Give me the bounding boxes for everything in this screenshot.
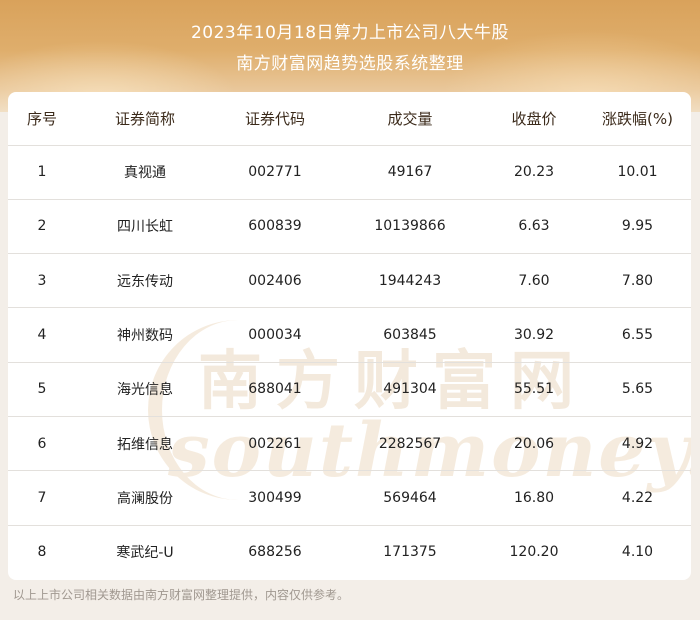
cell-name: 拓维信息 — [76, 416, 214, 472]
table-row: 3 远东传动 002406 1944243 7.60 7.80 — [8, 253, 691, 309]
cell-change: 7.80 — [584, 253, 691, 309]
cell-volume: 10139866 — [336, 199, 484, 255]
cell-index: 7 — [8, 470, 76, 526]
cell-index: 5 — [8, 362, 76, 417]
cell-close: 30.92 — [484, 307, 584, 363]
cell-volume: 569464 — [336, 470, 484, 526]
cell-close: 20.23 — [484, 145, 584, 200]
cell-code: 688041 — [214, 362, 336, 417]
cell-name: 真视通 — [76, 145, 214, 200]
table-row: 2 四川长虹 600839 10139866 6.63 9.95 — [8, 199, 691, 255]
col-header-change: 涨跌幅(%) — [584, 92, 691, 146]
cell-change: 9.95 — [584, 199, 691, 255]
cell-volume: 603845 — [336, 307, 484, 363]
cell-name: 海光信息 — [76, 362, 214, 417]
cell-volume: 2282567 — [336, 416, 484, 472]
cell-code: 300499 — [214, 470, 336, 526]
cell-change: 5.65 — [584, 362, 691, 417]
cell-change: 4.22 — [584, 470, 691, 526]
cell-change: 10.01 — [584, 145, 691, 200]
cell-change: 6.55 — [584, 307, 691, 363]
cell-index: 8 — [37, 544, 47, 561]
cell-name: 远东传动 — [76, 253, 214, 309]
col-header-code: 证券代码 — [214, 92, 336, 146]
cell-code: 002771 — [214, 145, 336, 200]
cell-code: 688256 — [248, 544, 302, 561]
footer-note: 以上上市公司相关数据由南方财富网整理提供，内容仅供参考。 — [13, 588, 350, 602]
cell-index: 4 — [8, 307, 76, 363]
cell-volume: 49167 — [336, 145, 484, 200]
page-title: 2023年10月18日算力上市公司八大牛股 — [190, 23, 510, 43]
cell-code: 600839 — [214, 199, 336, 255]
cell-name: 高澜股份 — [76, 470, 214, 526]
stock-table: 序号 证券简称 证券代码 成交量 收盘价 涨跌幅(%) 1 真视通 002771 49… — [8, 92, 691, 579]
cell-change: 4.92 — [584, 416, 691, 472]
col-header-volume: 成交量 — [336, 92, 484, 146]
table-row: 5 海光信息 688041 491304 55.51 5.65 — [8, 362, 691, 417]
cell-close: 7.60 — [484, 253, 584, 309]
page-subtitle: 南方财富网趋势选股系统整理 — [236, 54, 464, 74]
col-header-index: 序号 — [8, 92, 76, 146]
cell-name: 寒武纪-U — [116, 545, 174, 562]
col-header-close: 收盘价 — [484, 92, 584, 146]
cell-volume: 171375 — [383, 544, 437, 561]
col-header-name: 证券简称 — [76, 92, 214, 146]
table-row: 1 真视通 002771 49167 20.23 10.01 — [8, 145, 691, 200]
cell-index: 6 — [8, 416, 76, 472]
cell-volume: 1944243 — [336, 253, 484, 309]
cell-close: 20.06 — [484, 416, 584, 472]
cell-code: 002261 — [214, 416, 336, 472]
table-row: 8 寒武纪-U 688256 171375 120.20 4.10 — [8, 525, 691, 579]
cell-close: 55.51 — [484, 362, 584, 417]
cell-close: 16.80 — [484, 470, 584, 526]
table-row: 7 高澜股份 300499 569464 16.80 4.22 — [8, 470, 691, 526]
cell-code: 000034 — [214, 307, 336, 363]
cell-code: 002406 — [214, 253, 336, 309]
table-card: 南方财富网 southmoney.com 序号 证券简称 证券代码 成交量 收盘… — [8, 92, 691, 580]
cell-change: 4.10 — [621, 544, 654, 561]
cell-index: 3 — [8, 253, 76, 309]
table-header-row: 序号 证券简称 证券代码 成交量 收盘价 涨跌幅(%) — [8, 92, 691, 146]
cell-volume: 491304 — [336, 362, 484, 417]
table-row: 6 拓维信息 002261 2282567 20.06 4.92 — [8, 416, 691, 472]
cell-close: 120.20 — [509, 544, 559, 561]
cell-name: 神州数码 — [76, 307, 214, 363]
cell-close: 6.63 — [484, 199, 584, 255]
cell-index: 2 — [8, 199, 76, 255]
table-row: 4 神州数码 000034 603845 30.92 6.55 — [8, 307, 691, 363]
cell-name: 四川长虹 — [76, 199, 214, 255]
cell-index: 1 — [8, 145, 76, 200]
table-body: 1 真视通 002771 49167 20.23 10.01 2 四川长虹 600839 1013… — [8, 145, 691, 579]
